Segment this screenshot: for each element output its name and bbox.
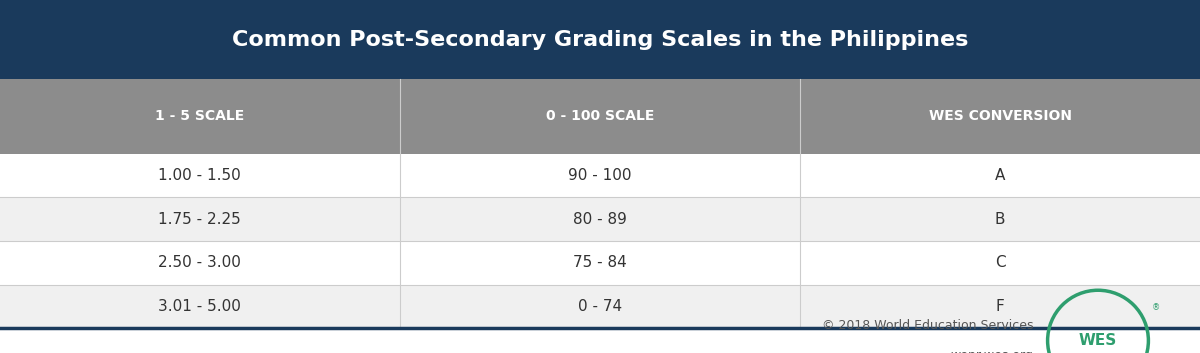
- FancyBboxPatch shape: [0, 241, 1200, 285]
- Text: 1.00 - 1.50: 1.00 - 1.50: [158, 168, 241, 183]
- Text: wenr.wes.org: wenr.wes.org: [950, 349, 1033, 353]
- Text: 3.01 - 5.00: 3.01 - 5.00: [158, 299, 241, 314]
- Text: 1.75 - 2.25: 1.75 - 2.25: [158, 211, 241, 227]
- Text: A: A: [995, 168, 1006, 183]
- Text: 0 - 100 SCALE: 0 - 100 SCALE: [546, 109, 654, 124]
- Text: F: F: [996, 299, 1004, 314]
- Text: 90 - 100: 90 - 100: [569, 168, 631, 183]
- FancyBboxPatch shape: [0, 79, 1200, 154]
- Text: WES CONVERSION: WES CONVERSION: [929, 109, 1072, 124]
- Text: 1 - 5 SCALE: 1 - 5 SCALE: [155, 109, 245, 124]
- FancyBboxPatch shape: [0, 0, 1200, 79]
- Text: © 2018 World Education Services: © 2018 World Education Services: [822, 319, 1033, 332]
- FancyBboxPatch shape: [0, 197, 1200, 241]
- Text: ®: ®: [1152, 303, 1159, 312]
- Text: 0 - 74: 0 - 74: [578, 299, 622, 314]
- Text: 2.50 - 3.00: 2.50 - 3.00: [158, 255, 241, 270]
- Text: B: B: [995, 211, 1006, 227]
- Text: WES: WES: [1079, 333, 1117, 348]
- Text: 75 - 84: 75 - 84: [574, 255, 626, 270]
- Text: 80 - 89: 80 - 89: [574, 211, 626, 227]
- Text: C: C: [995, 255, 1006, 270]
- FancyBboxPatch shape: [0, 154, 1200, 197]
- FancyBboxPatch shape: [0, 285, 1200, 328]
- Text: Common Post-Secondary Grading Scales in the Philippines: Common Post-Secondary Grading Scales in …: [232, 30, 968, 50]
